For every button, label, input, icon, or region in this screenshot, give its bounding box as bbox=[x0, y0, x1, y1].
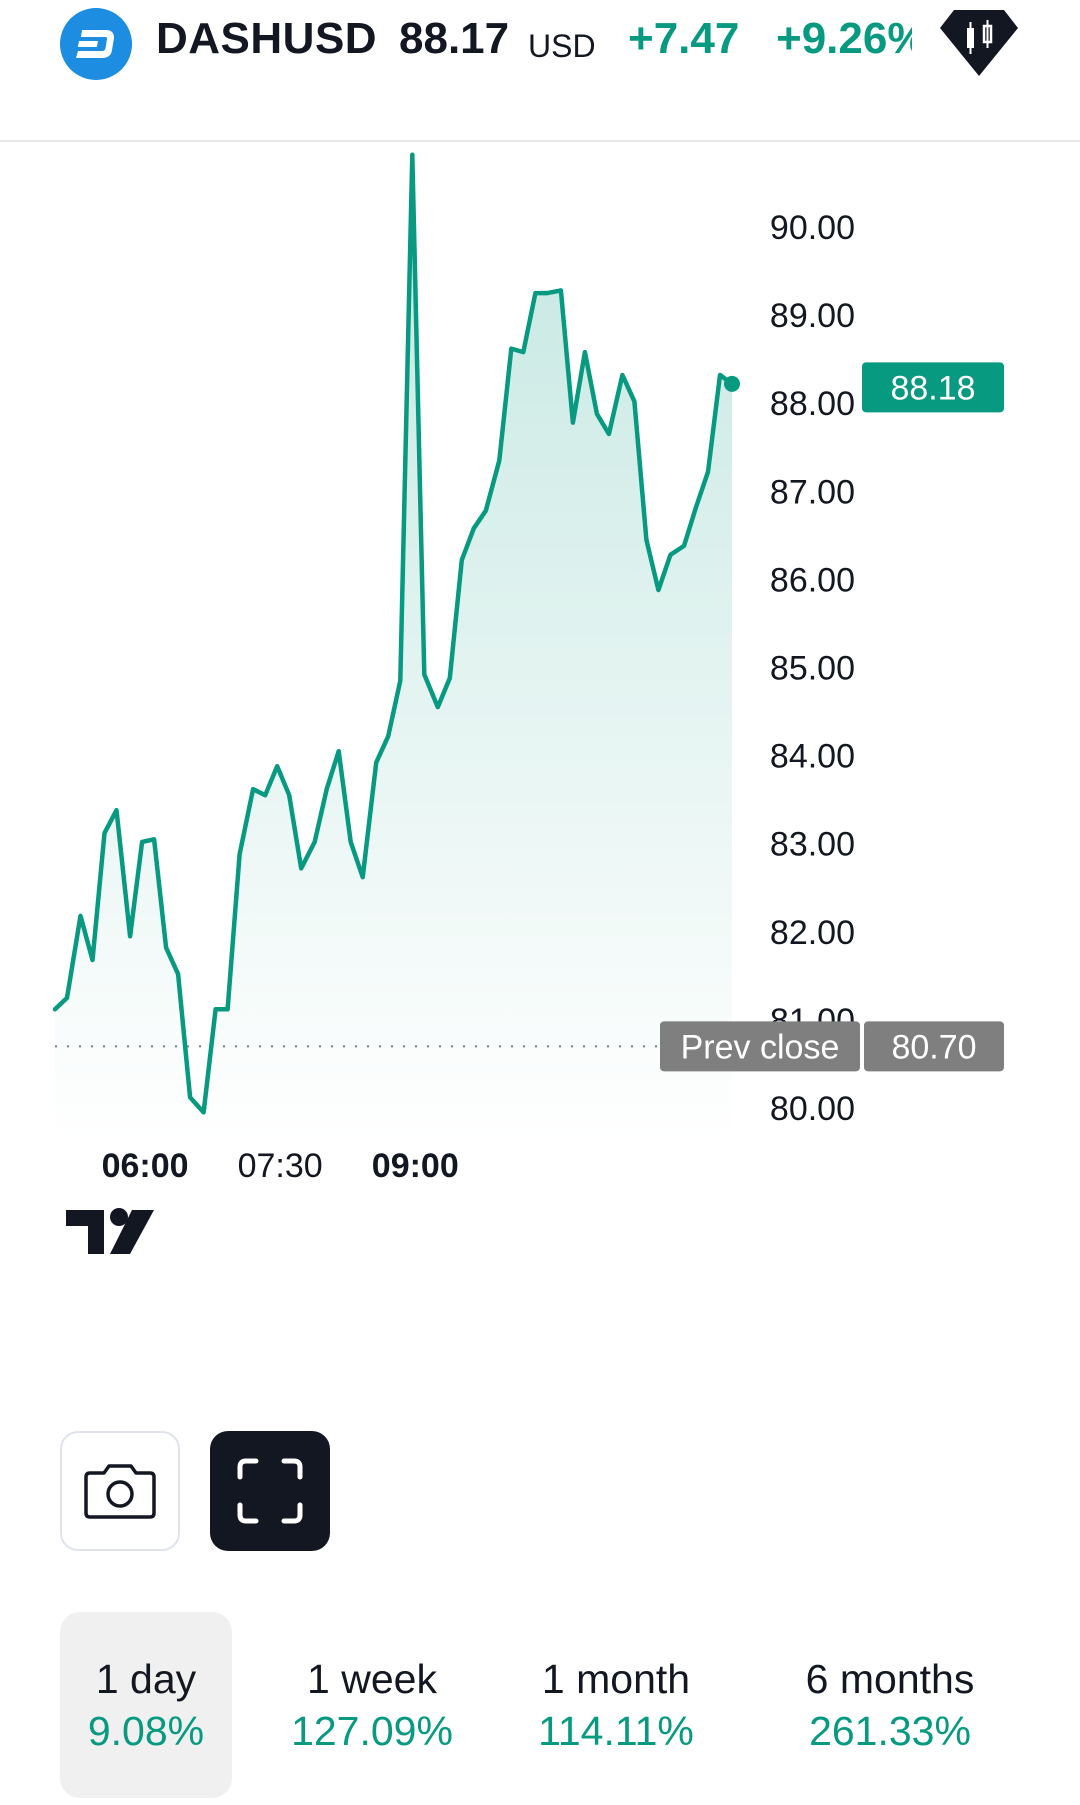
price-chart[interactable]: 80.00 81.00 82.00 83.00 84.00 85.00 86.00 87.00… bbox=[0, 142, 1080, 1372]
period-tabs: 1 day 9.08% 1 week 127.09% 1 month 114.1… bbox=[0, 1612, 1080, 1798]
period-change: 127.09% bbox=[291, 1708, 453, 1754]
y-tick-label: 83.00 bbox=[770, 826, 855, 864]
snapshot-button[interactable] bbox=[60, 1431, 180, 1551]
period-label: 1 week bbox=[307, 1656, 437, 1702]
period-change: 9.08% bbox=[87, 1708, 205, 1754]
period-tab-1-day[interactable]: 1 day 9.08% bbox=[60, 1612, 232, 1798]
tradingview-logo-icon bbox=[66, 1208, 154, 1254]
period-tab-6-months[interactable]: 6 months 261.33% bbox=[760, 1612, 1020, 1798]
y-tick-label: 87.00 bbox=[770, 473, 855, 511]
price-chart-svg: 80.0081.0082.0083.0084.0085.0086.0087.00… bbox=[52, 152, 1004, 1254]
candlestick-badge-icon[interactable] bbox=[938, 6, 1020, 80]
period-label: 1 day bbox=[95, 1656, 197, 1702]
camera-icon bbox=[84, 1464, 156, 1519]
last-price-tag-value: 88.18 bbox=[890, 369, 975, 407]
prev-close-tag: Prev close 80.70 bbox=[660, 1021, 1004, 1072]
y-tick-label: 82.00 bbox=[770, 914, 855, 952]
y-tick-label: 84.00 bbox=[770, 738, 855, 776]
period-change: 261.33% bbox=[809, 1708, 971, 1754]
period-tab-1-month[interactable]: 1 month 114.11% bbox=[512, 1612, 720, 1798]
y-tick-label: 86.00 bbox=[770, 561, 855, 599]
period-label: 1 month bbox=[541, 1656, 691, 1702]
symbol-name: DASHUSD bbox=[156, 14, 378, 63]
last-point-marker bbox=[724, 375, 740, 392]
currency-label: USD bbox=[528, 28, 596, 64]
y-tick-label: 85.00 bbox=[770, 650, 855, 688]
x-axis: 06:00 07:30 09:00 bbox=[102, 1147, 459, 1185]
dash-coin-icon bbox=[60, 8, 132, 80]
period-label: 6 months bbox=[805, 1656, 975, 1702]
price-area bbox=[55, 154, 732, 1144]
price-change-percent: +9.26% bbox=[776, 14, 912, 63]
fullscreen-icon bbox=[237, 1458, 303, 1524]
x-tick-label: 06:00 bbox=[102, 1147, 189, 1185]
prev-close-label: Prev close bbox=[681, 1028, 840, 1066]
y-tick-label: 90.00 bbox=[770, 209, 855, 247]
prev-close-value: 80.70 bbox=[891, 1028, 976, 1066]
price-line bbox=[52, 152, 735, 1115]
y-tick-label: 80.00 bbox=[770, 1090, 855, 1128]
last-price-tag: 88.18 bbox=[862, 362, 1004, 413]
period-tab-1-week[interactable]: 1 week 127.09% bbox=[272, 1612, 472, 1798]
symbol-header: DASHUSD 88.17 USD +7.47 +9.26% bbox=[0, 0, 1080, 142]
price-change: +7.47 bbox=[628, 14, 740, 63]
y-tick-label: 89.00 bbox=[770, 297, 855, 335]
x-tick-label: 09:00 bbox=[372, 1147, 459, 1185]
period-change: 114.11% bbox=[538, 1708, 694, 1754]
last-price: 88.17 bbox=[399, 14, 510, 63]
y-tick-label: 88.00 bbox=[770, 385, 855, 423]
y-axis: 80.0081.0082.0083.0084.0085.0086.0087.00… bbox=[770, 209, 855, 1128]
x-tick-label: 07:30 bbox=[238, 1147, 323, 1185]
fullscreen-button[interactable] bbox=[210, 1431, 330, 1551]
